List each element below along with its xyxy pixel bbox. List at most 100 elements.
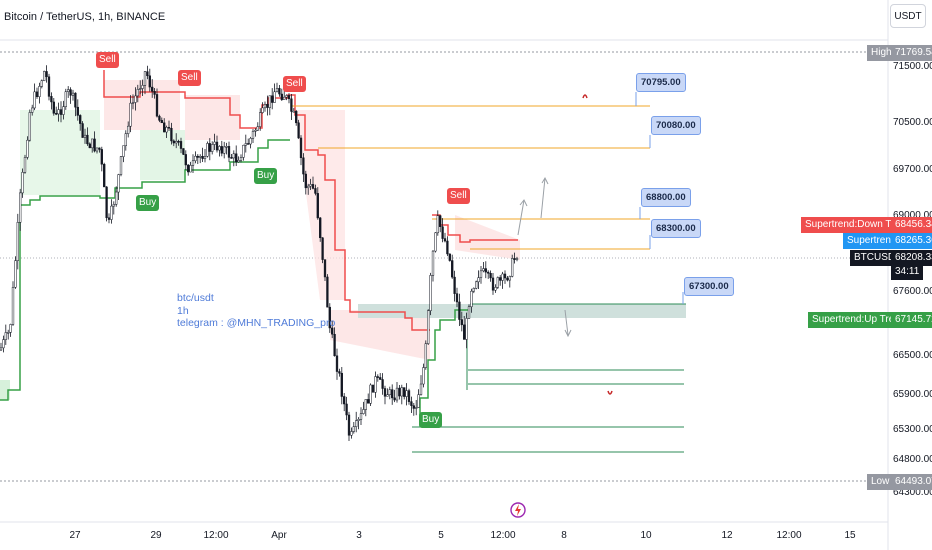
candle-body [371,384,375,393]
time-tick: 12:00 [490,530,516,541]
candle-body [136,89,139,97]
candle-body [381,379,384,389]
last-price-value: 68208.33 [891,250,932,266]
candle-body [515,258,519,260]
candle-body [472,288,475,292]
candle-body [139,88,142,90]
annotation-line: 1h [177,304,189,317]
flash-icon[interactable] [510,502,526,518]
candle-body [83,134,87,138]
candle-body [0,347,3,351]
candle-body [388,389,391,395]
candle-body [391,389,394,399]
text-annotation[interactable]: btc/usdt 1h telegram : @MHN_TRADING_pro [177,292,335,330]
candle-body [172,140,175,144]
price-callout[interactable]: 68800.00 [641,188,691,207]
support-zone [358,304,686,318]
chart-title[interactable]: Bitcoin / TetherUS, 1h, BINANCE [4,11,166,23]
low-label: Low [867,474,894,490]
candle-body [194,155,197,162]
candle-body [302,157,305,175]
candle-body [31,107,34,113]
candle-body [496,277,499,288]
candle-body [511,258,514,277]
supertrend-label: Supertrend [843,233,901,249]
candle-body [247,143,250,145]
candle-body [179,141,183,149]
buy-signal: Buy [419,412,443,428]
candle-body [429,275,432,311]
candle-body [280,93,283,100]
candle-body [412,405,415,409]
candle-body [364,399,367,410]
candle-body [266,103,269,108]
supertrend-down-label: Supertrend:Down Trend [801,217,916,233]
price-callout[interactable]: 70795.00 [636,73,686,92]
candle-body [218,146,221,151]
candle-body [45,71,48,78]
candle-body [453,276,456,294]
candle-body [501,273,504,281]
candle-body [95,147,99,152]
candle-body [352,426,355,432]
candle-body [110,205,113,220]
candle-body [143,71,147,86]
candle-body [74,92,77,108]
time-tick: 12 [721,530,733,541]
candle-body [9,324,12,333]
candle-body [323,259,327,278]
candle-body [170,128,173,142]
candle-body [227,146,231,158]
candle-body [155,94,159,117]
candle-body [127,125,130,134]
candle-body [55,113,58,115]
candle-body [431,250,435,276]
candle-body [460,319,463,326]
candle-body [443,238,447,242]
candle-body [376,376,379,378]
candle-body [338,371,341,374]
candle-body [35,91,39,97]
candle-body [379,377,382,380]
candle-body [436,215,439,234]
candle-body [230,157,233,159]
candle-body [4,332,7,340]
candle-body [38,86,41,97]
candle-body [393,397,396,401]
candle-body [331,327,334,335]
candle-body [208,143,211,152]
candle-body [347,414,351,436]
candle-body [16,222,19,261]
annotation-line: telegram : @MHN_TRADING_pro [177,317,336,329]
candle-body [211,144,214,152]
candle-body [362,409,365,414]
candle-body [47,76,51,97]
candle-body [7,332,10,334]
candle-body [105,186,108,218]
candle-body [278,88,281,95]
candle-body [67,89,70,92]
price-callout[interactable]: 70080.00 [651,116,701,135]
candle-body [263,103,267,109]
candle-body [292,111,295,113]
candle-body [50,96,53,103]
candle-body [343,396,346,405]
candle-body [503,273,507,279]
candle-body [103,163,106,188]
candle-body [148,75,151,88]
candle-body [107,217,111,220]
candle-body [124,133,127,147]
candle-body [271,95,274,103]
candle-body [223,146,226,154]
currency-selector[interactable]: USDT [890,4,926,28]
supertrend-down-value: 68456.34 [891,217,932,233]
price-callout[interactable]: 67300.00 [684,277,734,296]
low-value: 64493.07 [891,474,932,490]
candle-body [206,143,209,157]
candle-body [100,149,103,165]
candle-body [508,276,511,281]
candle-body [232,153,235,159]
price-callout[interactable]: 68300.00 [651,219,701,238]
candle-body [295,111,298,124]
